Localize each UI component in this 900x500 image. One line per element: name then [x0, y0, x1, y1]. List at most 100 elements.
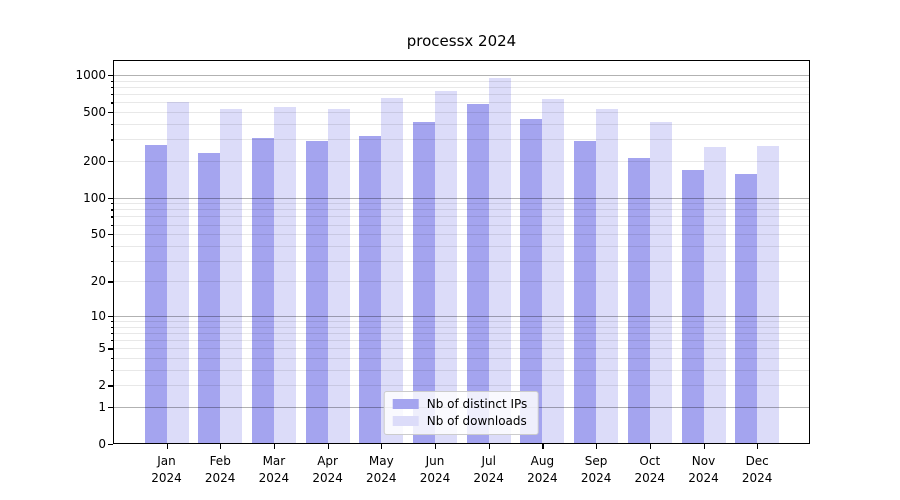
- gridline-minor: [113, 358, 810, 360]
- legend-label-downloads: Nb of downloads: [426, 414, 527, 428]
- y-tick-mark: [108, 385, 113, 387]
- bar-distinct-ips-aug: [520, 119, 543, 444]
- x-tick-mark: [542, 444, 544, 449]
- bar-downloads-oct: [649, 122, 672, 444]
- y-minor-tick-mark: [110, 87, 113, 89]
- y-tick-mark: [108, 316, 113, 318]
- y-minor-tick-mark: [110, 102, 113, 104]
- y-tick-label: 0: [98, 437, 106, 451]
- y-tick-mark: [108, 112, 113, 114]
- gridline-minor: [113, 332, 810, 334]
- y-tick-label: 50: [90, 227, 106, 242]
- gridline-minor: [113, 281, 810, 283]
- y-minor-tick-mark: [110, 203, 113, 205]
- y-minor-tick-mark: [110, 139, 113, 141]
- y-tick-label: 1000: [75, 68, 106, 83]
- legend-swatch-downloads: [392, 416, 419, 426]
- bar-downloads-aug: [542, 99, 565, 444]
- chart-title: processx 2024: [406, 32, 517, 50]
- bar-distinct-ips-may: [359, 136, 382, 444]
- gridline-minor: [113, 321, 810, 323]
- x-tick-label-may: May 2024: [366, 454, 397, 485]
- gridline-minor: [113, 124, 810, 126]
- bar-downloads-apr: [327, 109, 350, 444]
- x-tick-label-feb: Feb 2024: [204, 454, 236, 485]
- bar-downloads-jul: [488, 77, 511, 444]
- y-tick-mark: [108, 197, 113, 199]
- bar-downloads-feb: [220, 109, 243, 444]
- y-minor-tick-mark: [110, 321, 113, 323]
- legend-item-distinct-ips: Nb of distinct IPs: [392, 397, 527, 411]
- gridline-minor: [113, 216, 810, 218]
- gridline-minor: [113, 139, 810, 141]
- y-tick-mark: [108, 160, 113, 163]
- bar-downloads-mar: [273, 106, 296, 444]
- gridline-minor: [113, 385, 810, 387]
- x-tick-mark: [435, 444, 437, 449]
- bar-distinct-ips-sep: [574, 141, 597, 444]
- bar-downloads-nov: [703, 146, 726, 444]
- bar-downloads-may: [381, 98, 404, 444]
- gridline-major: [113, 316, 810, 317]
- gridline-minor: [113, 348, 810, 350]
- x-tick-label-sep: Sep 2024: [580, 454, 612, 485]
- bar-downloads-jan: [166, 102, 189, 444]
- x-tick-label-jul: Jul 2024: [473, 454, 504, 485]
- y-tick-label: 2: [98, 378, 106, 393]
- x-tick-label-apr: Apr 2024: [312, 454, 343, 485]
- gridline-minor: [113, 94, 810, 96]
- y-tick-label: 1: [98, 399, 106, 414]
- gridline-minor: [113, 102, 810, 104]
- gridline-minor: [113, 340, 810, 342]
- gridline-minor: [113, 203, 810, 205]
- gridline-minor: [113, 87, 810, 89]
- y-minor-tick-mark: [110, 358, 113, 360]
- x-tick-mark: [381, 444, 383, 449]
- x-tick-mark: [166, 444, 168, 449]
- gridline-minor: [113, 112, 810, 114]
- y-tick-mark: [108, 281, 113, 283]
- gridline-minor: [113, 245, 810, 247]
- x-tick-mark: [703, 444, 705, 449]
- y-tick-label: 200: [83, 153, 106, 168]
- x-tick-mark: [596, 444, 598, 449]
- gridline-major: [113, 197, 810, 199]
- bar-distinct-ips-dec: [735, 174, 758, 444]
- y-tick-mark: [108, 234, 113, 236]
- x-tick-label-jun: Jun 2024: [419, 454, 451, 485]
- y-minor-tick-mark: [110, 245, 113, 247]
- x-tick-label-mar: Mar 2024: [258, 454, 290, 485]
- x-tick-mark: [488, 444, 490, 449]
- gridline-minor: [113, 209, 810, 211]
- y-minor-tick-mark: [110, 260, 113, 262]
- gridline-minor: [113, 369, 810, 371]
- legend-swatch-distinct-ips: [392, 399, 419, 409]
- y-minor-tick-mark: [110, 332, 113, 335]
- bar-distinct-ips-jul: [466, 104, 489, 444]
- y-tick-mark: [108, 75, 113, 77]
- y-minor-tick-mark: [110, 94, 113, 96]
- y-minor-tick-mark: [110, 340, 113, 342]
- bar-distinct-ips-oct: [627, 158, 650, 444]
- x-tick-mark: [649, 444, 651, 449]
- x-tick-mark: [273, 444, 276, 449]
- x-tick-mark: [220, 444, 222, 449]
- y-minor-tick-mark: [110, 224, 113, 226]
- gridline-minor: [113, 80, 810, 82]
- bar-distinct-ips-apr: [305, 141, 328, 444]
- y-minor-tick-mark: [110, 124, 113, 126]
- legend-item-downloads: Nb of downloads: [392, 414, 528, 428]
- bar-downloads-sep: [596, 109, 619, 444]
- gridline-minor: [113, 260, 810, 262]
- gridline-minor: [113, 160, 810, 162]
- y-tick-label: 20: [90, 274, 106, 289]
- x-tick-mark: [327, 444, 329, 449]
- y-tick-label: 10: [90, 309, 106, 323]
- x-tick-mark: [757, 444, 759, 449]
- y-tick-label: 5: [98, 341, 106, 356]
- x-tick-label-dec: Dec 2024: [741, 454, 773, 485]
